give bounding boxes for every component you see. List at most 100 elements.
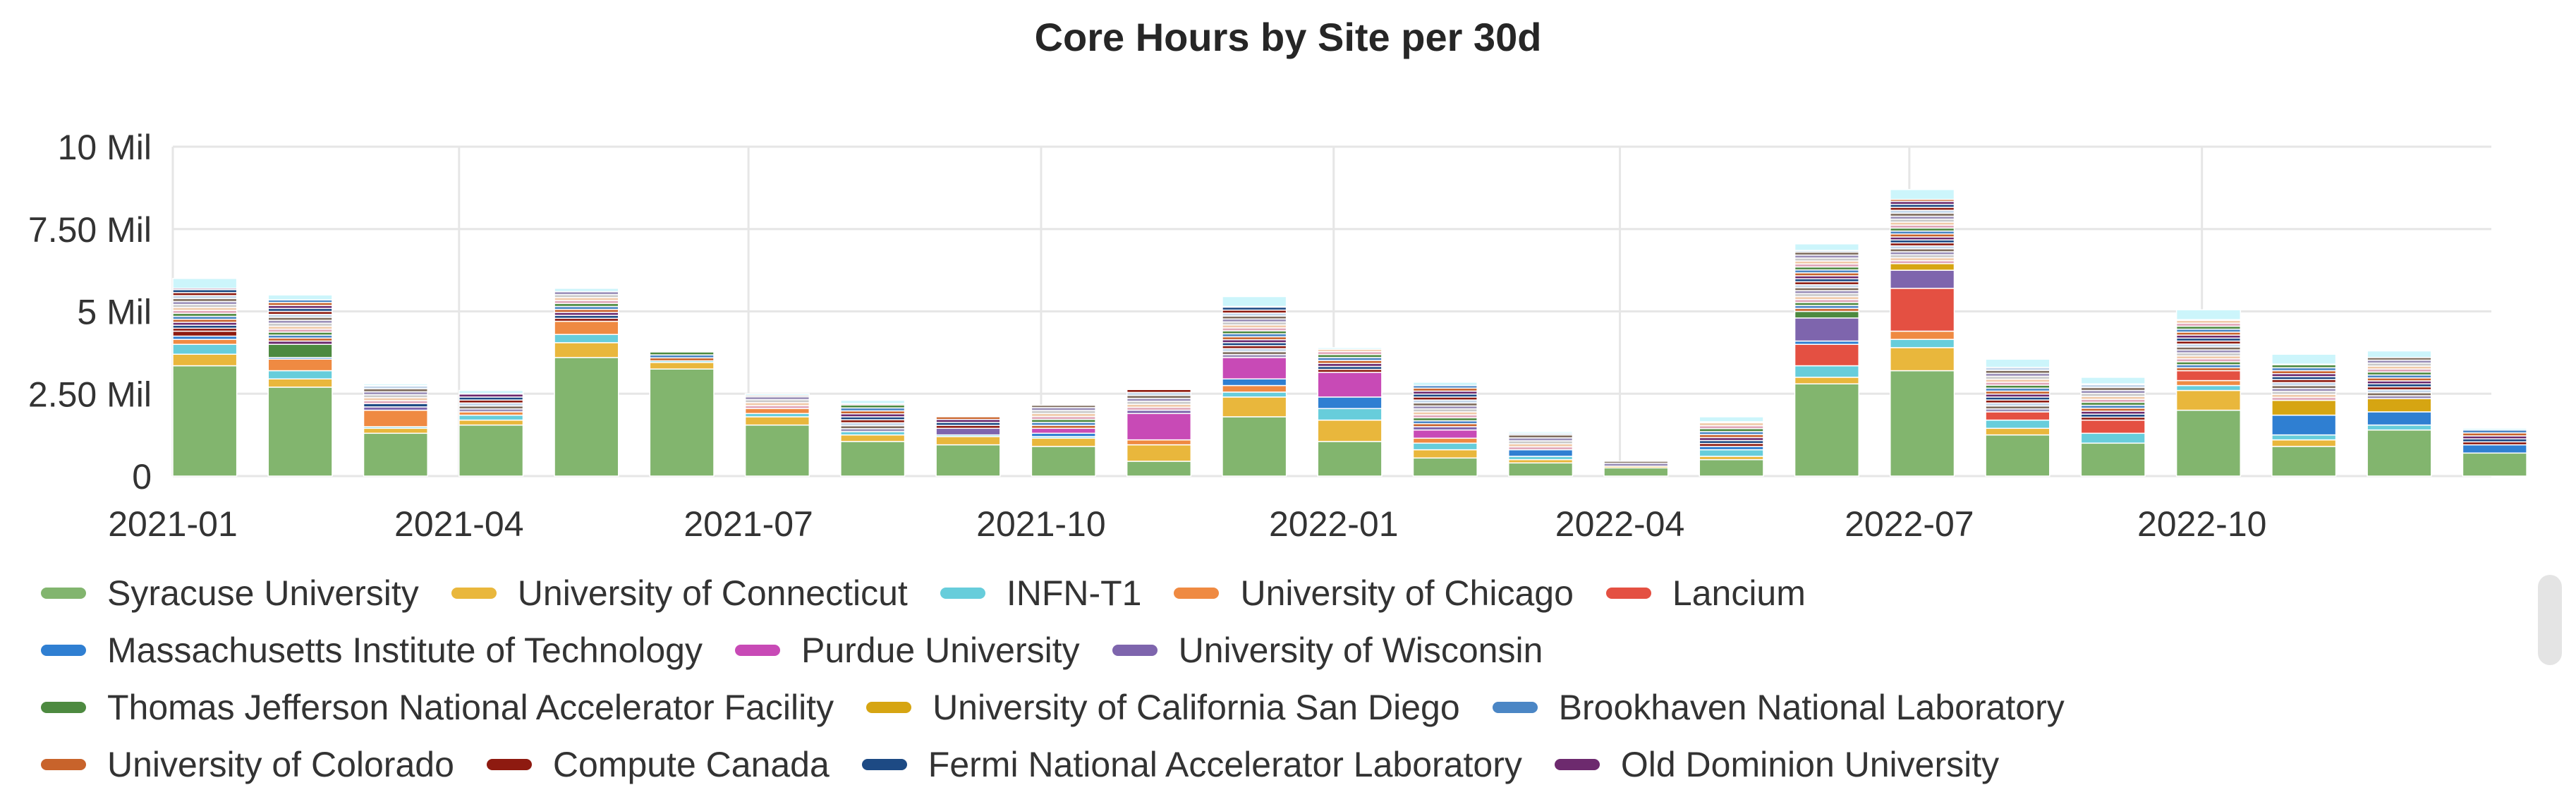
- legend-swatch: [486, 758, 532, 770]
- legend-item[interactable]: INFN-T1: [940, 573, 1141, 614]
- bar-segment: [2080, 419, 2146, 434]
- bar-segment: [744, 416, 810, 426]
- legend-item[interactable]: University of California San Diego: [866, 687, 1460, 728]
- bar-segment: [2271, 414, 2337, 436]
- bar-segment: [2175, 389, 2242, 411]
- bar-segment: [267, 378, 333, 388]
- legend-swatch: [1605, 587, 1651, 599]
- bar-segment: [1507, 462, 1574, 477]
- x-tick-label: 2022-07: [1845, 504, 1974, 544]
- legend-item[interactable]: University of Connecticut: [451, 573, 908, 614]
- legend-item[interactable]: University of Wisconsin: [1112, 630, 1543, 671]
- chart-legend: Syracuse University University of Connect…: [41, 564, 2510, 797]
- bar-segment: [1794, 383, 1859, 477]
- legend-label: Brookhaven National Laboratory: [1558, 687, 2065, 727]
- legend-swatch: [866, 701, 912, 713]
- bar-segment-other: [1507, 431, 1574, 434]
- y-tick-label: 5 Mil: [77, 293, 152, 332]
- bar-segment: [2271, 446, 2337, 477]
- bar-segment-other: [458, 389, 524, 395]
- bar-segment-other: [1699, 416, 1764, 422]
- bar-segment-other: [1794, 243, 1859, 251]
- bar-segment: [1222, 357, 1287, 379]
- legend-item[interactable]: Lancium: [1605, 573, 1806, 614]
- legend-item[interactable]: University of Chicago: [1174, 573, 1574, 614]
- bar-segment: [1412, 442, 1478, 451]
- bar-segment: [744, 408, 810, 415]
- legend-label: Compute Canada: [552, 744, 830, 784]
- bar-segment: [649, 368, 715, 477]
- bar-segment-other: [267, 294, 333, 300]
- legend-item[interactable]: Thomas Jefferson National Accelerator Fa…: [41, 687, 834, 728]
- bar-segment: [744, 424, 810, 477]
- bar-segment-other: [172, 330, 238, 337]
- bar-segment-other: [935, 416, 1001, 420]
- bar-segment: [267, 358, 333, 372]
- bar-segment: [1126, 413, 1192, 441]
- bar-segment: [1222, 416, 1287, 477]
- bar-segment: [1317, 396, 1383, 410]
- bar-segment: [1890, 269, 1955, 289]
- bar-segment: [1699, 449, 1764, 457]
- bar-segment: [1222, 378, 1287, 387]
- legend-row: Syracuse University University of Connect…: [41, 564, 2510, 621]
- bar-segment: [363, 409, 428, 427]
- x-tick-label: 2021-01: [108, 504, 238, 544]
- bar-segment-other: [363, 383, 428, 387]
- bar-segment: [1412, 429, 1478, 439]
- bar-segment: [2080, 442, 2146, 477]
- bar-segment: [840, 441, 906, 477]
- bar-segment: [1985, 411, 2051, 421]
- bar-segment: [1890, 347, 1955, 372]
- bar-segment: [172, 339, 238, 345]
- bar-segment: [267, 387, 333, 477]
- legend-item[interactable]: University of Colorado: [41, 744, 454, 785]
- bar-segment: [1126, 439, 1192, 446]
- legend-item[interactable]: Old Dominion University: [1554, 744, 2000, 785]
- bar-segment: [1317, 372, 1383, 398]
- bar-segment: [554, 342, 619, 358]
- bar-segment: [1699, 458, 1764, 477]
- bar-segment: [2080, 432, 2146, 444]
- x-tick-label: 2021-07: [684, 504, 813, 544]
- legend-swatch: [1554, 758, 1600, 770]
- legend-item[interactable]: Brookhaven National Laboratory: [1492, 687, 2065, 728]
- legend-scrollbar[interactable]: [2538, 575, 2562, 665]
- bar-segment: [1794, 377, 1859, 384]
- bar-segment: [649, 362, 715, 370]
- bar-segment-other: [2175, 309, 2242, 320]
- bar-segment: [172, 353, 238, 367]
- bar-segment: [840, 434, 906, 442]
- legend-item[interactable]: Syracuse University: [41, 573, 419, 614]
- legend-label: University of Chicago: [1240, 573, 1574, 613]
- legend-label: Syracuse University: [107, 573, 419, 613]
- bar-segment: [1985, 427, 2051, 436]
- legend-label: University of Colorado: [107, 744, 454, 784]
- bar-segment: [2367, 424, 2432, 431]
- legend-label: Old Dominion University: [1620, 744, 2000, 784]
- bar-segment: [2367, 429, 2432, 477]
- bar-segment: [935, 427, 1001, 436]
- bar-segment: [1603, 467, 1669, 477]
- bar-segment-other: [1890, 188, 1955, 200]
- bar-segment: [1126, 461, 1192, 477]
- bar-segment: [2175, 370, 2242, 382]
- legend-swatch: [41, 758, 86, 770]
- legend-swatch: [735, 644, 780, 656]
- bar-segment: [172, 365, 238, 477]
- legend-item[interactable]: Massachusetts Institute of Technology: [41, 630, 703, 671]
- x-tick-label: 2021-10: [976, 504, 1106, 544]
- legend-item[interactable]: Compute Canada: [486, 744, 830, 785]
- chart-title: Core Hours by Site per 30d: [1034, 15, 1542, 59]
- legend-swatch: [940, 587, 985, 599]
- x-tick-label: 2022-01: [1269, 504, 1399, 544]
- bar-segment: [1412, 457, 1478, 477]
- legend-item[interactable]: Fermi National Accelerator Laboratory: [861, 744, 1522, 785]
- bar-segment: [267, 343, 333, 358]
- bar-segment: [1985, 419, 2051, 430]
- bar-segment-other: [2367, 350, 2432, 358]
- bar-segment-other: [649, 350, 715, 353]
- legend-item[interactable]: Purdue University: [735, 630, 1080, 671]
- legend-label: Purdue University: [801, 630, 1080, 670]
- bar-segment: [458, 424, 524, 477]
